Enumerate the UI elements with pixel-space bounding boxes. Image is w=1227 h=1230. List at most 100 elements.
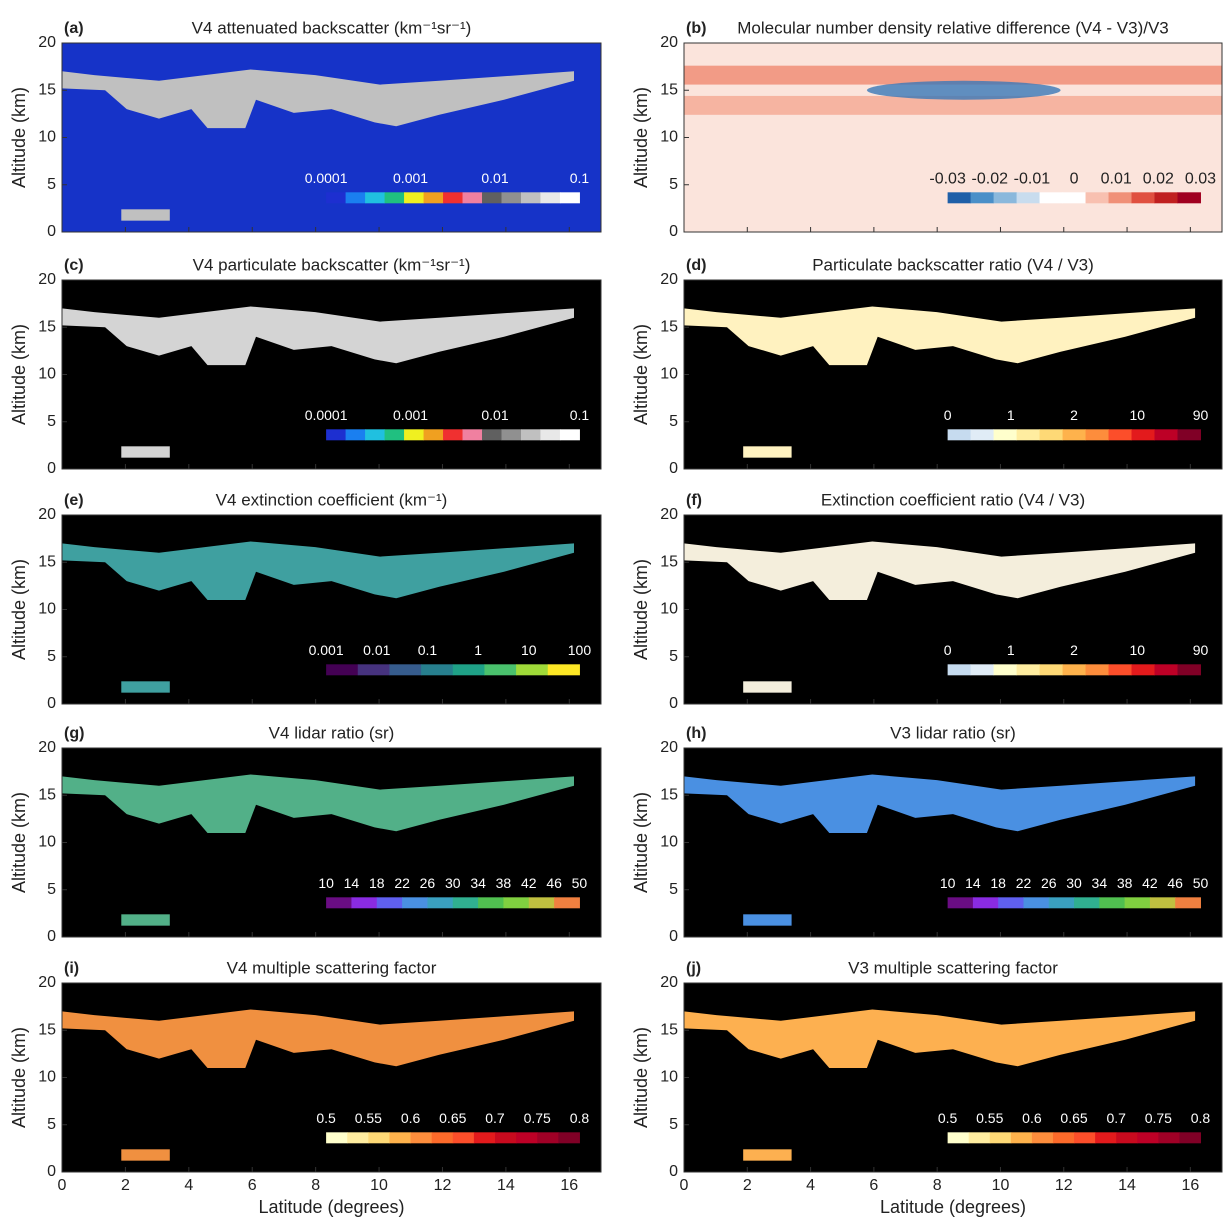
y-tick-label: 20 bbox=[660, 34, 678, 51]
y-tick-label: 20 bbox=[38, 34, 56, 51]
x-tick-label: 8 bbox=[311, 1177, 320, 1194]
y-tick-label: 0 bbox=[669, 695, 678, 712]
y-tick-label: 5 bbox=[47, 176, 56, 193]
colorbar-tick-label: 0.65 bbox=[1060, 1110, 1087, 1126]
colorbar-tick-label: 22 bbox=[394, 875, 410, 891]
colorbar-swatch bbox=[528, 897, 555, 909]
colorbar-tick-label: 0.8 bbox=[1191, 1110, 1211, 1126]
low-cloud bbox=[121, 209, 170, 221]
colorbar-swatch bbox=[402, 897, 428, 909]
colorbar-tick-label: 38 bbox=[1117, 875, 1133, 891]
colorbar-tick-label: 34 bbox=[470, 875, 486, 891]
low-cloud bbox=[121, 446, 170, 458]
y-tick-label: 5 bbox=[669, 1116, 678, 1133]
colorbar-swatch bbox=[1085, 192, 1110, 204]
y-tick-label: 10 bbox=[660, 366, 678, 383]
colorbar-swatch bbox=[443, 192, 464, 204]
y-tick-label: 10 bbox=[38, 601, 56, 618]
colorbar-tick-label: 0.01 bbox=[363, 642, 390, 658]
colorbar-swatch bbox=[1177, 429, 1201, 441]
panel-label: (j) bbox=[686, 960, 701, 977]
colorbar-swatch bbox=[421, 664, 454, 676]
colorbar-swatch bbox=[516, 1132, 538, 1144]
colorbar-swatch bbox=[357, 664, 390, 676]
y-tick-label: 5 bbox=[669, 881, 678, 898]
colorbar-swatch bbox=[1131, 664, 1156, 676]
y-tick-label: 10 bbox=[38, 834, 56, 851]
cloud-region bbox=[62, 306, 574, 366]
colorbar-swatch bbox=[559, 429, 580, 441]
colorbar-swatch bbox=[540, 192, 561, 204]
plot-background bbox=[684, 983, 1222, 1172]
colorbar-swatch bbox=[970, 429, 995, 441]
x-tick-label: 8 bbox=[933, 1177, 942, 1194]
colorbar-swatch bbox=[473, 1132, 496, 1144]
colorbar: -0.03 -0.02 -0.01 0 0.01 0.02 0.03 bbox=[929, 171, 1216, 204]
colorbar-tick-label: 30 bbox=[445, 875, 461, 891]
colorbar-tick-label: 0.8 bbox=[570, 1110, 590, 1126]
colorbar-swatch bbox=[559, 192, 580, 204]
y-tick-label: 5 bbox=[47, 413, 56, 430]
colorbar-swatch bbox=[427, 897, 454, 909]
colorbar-swatch bbox=[431, 1132, 454, 1144]
density-anomaly bbox=[866, 80, 1061, 100]
y-tick-label: 20 bbox=[38, 739, 56, 756]
colorbar-tick-label: 30 bbox=[1066, 875, 1082, 891]
colorbar-swatch bbox=[1179, 1132, 1201, 1144]
y-tick-label: 10 bbox=[660, 601, 678, 618]
colorbar-swatch bbox=[1095, 1132, 1117, 1144]
low-cloud bbox=[743, 914, 792, 926]
y-tick-label: 20 bbox=[660, 506, 678, 523]
colorbar-tick-label: 0.001 bbox=[393, 170, 428, 186]
plot-background bbox=[62, 515, 601, 704]
density-band bbox=[684, 65, 1222, 85]
colorbar-tick-label: 90 bbox=[1193, 642, 1209, 658]
colorbar-swatch bbox=[1039, 429, 1064, 441]
colorbar-swatch bbox=[1154, 192, 1178, 204]
y-tick-label: 15 bbox=[660, 786, 678, 803]
y-axis-label: Altitude (km) bbox=[9, 324, 29, 425]
colorbar-tick-label: -0.01 bbox=[1014, 171, 1051, 188]
cloud-region bbox=[62, 69, 574, 129]
colorbar-swatch bbox=[998, 897, 1024, 909]
x-tick-label: 14 bbox=[1118, 1177, 1136, 1194]
panel-title: Extinction coefficient ratio (V4 / V3) bbox=[821, 490, 1085, 509]
colorbar-swatch bbox=[1052, 1132, 1075, 1144]
colorbar-tick-label: 26 bbox=[420, 875, 436, 891]
y-tick-label: 15 bbox=[38, 81, 56, 98]
x-axis-label: Latitude (degrees) bbox=[880, 1197, 1026, 1217]
x-tick-label: 2 bbox=[121, 1177, 130, 1194]
cloud-region bbox=[62, 1009, 574, 1068]
colorbar-tick-label: 2 bbox=[1070, 642, 1078, 658]
colorbar-swatch bbox=[345, 429, 366, 441]
colorbar: 0.5 0.55 0.6 0.65 0.7 0.75 0.8 bbox=[316, 1110, 590, 1144]
y-tick-label: 15 bbox=[660, 81, 678, 98]
colorbar-swatch bbox=[537, 1132, 559, 1144]
x-axis-label: Latitude (degrees) bbox=[258, 1197, 404, 1217]
colorbar: 0.0001 0.001 0.01 0.1 bbox=[305, 407, 589, 441]
panel-title: V4 particulate backscatter (km⁻¹sr⁻¹) bbox=[193, 255, 471, 274]
colorbar-swatch bbox=[423, 429, 444, 441]
colorbar-swatch bbox=[554, 897, 580, 909]
colorbar-swatch bbox=[970, 192, 995, 204]
y-axis-label: Altitude (km) bbox=[9, 792, 29, 893]
y-tick-label: 15 bbox=[38, 318, 56, 335]
colorbar-tick-label: 0 bbox=[944, 407, 952, 423]
panel-title: Molecular number density relative differ… bbox=[737, 18, 1169, 37]
y-tick-label: 5 bbox=[669, 648, 678, 665]
colorbar-tick-label: -0.02 bbox=[972, 171, 1009, 188]
y-tick-label: 20 bbox=[38, 506, 56, 523]
colorbar-swatch bbox=[947, 192, 972, 204]
colorbar-swatch bbox=[1031, 1132, 1054, 1144]
colorbar: 0.0001 0.001 0.01 0.1 bbox=[305, 170, 589, 204]
y-axis-label: Altitude (km) bbox=[631, 792, 651, 893]
panel-label: (h) bbox=[686, 725, 706, 742]
colorbar-swatch bbox=[1131, 429, 1156, 441]
panel-title: V3 multiple scattering factor bbox=[848, 958, 1058, 977]
x-tick-label: 0 bbox=[58, 1177, 67, 1194]
colorbar-tick-label: 10 bbox=[1129, 642, 1145, 658]
colorbar-swatch bbox=[365, 429, 386, 441]
colorbar-swatch bbox=[384, 192, 405, 204]
panel-title: V3 lidar ratio (sr) bbox=[890, 723, 1016, 742]
y-tick-label: 15 bbox=[38, 553, 56, 570]
